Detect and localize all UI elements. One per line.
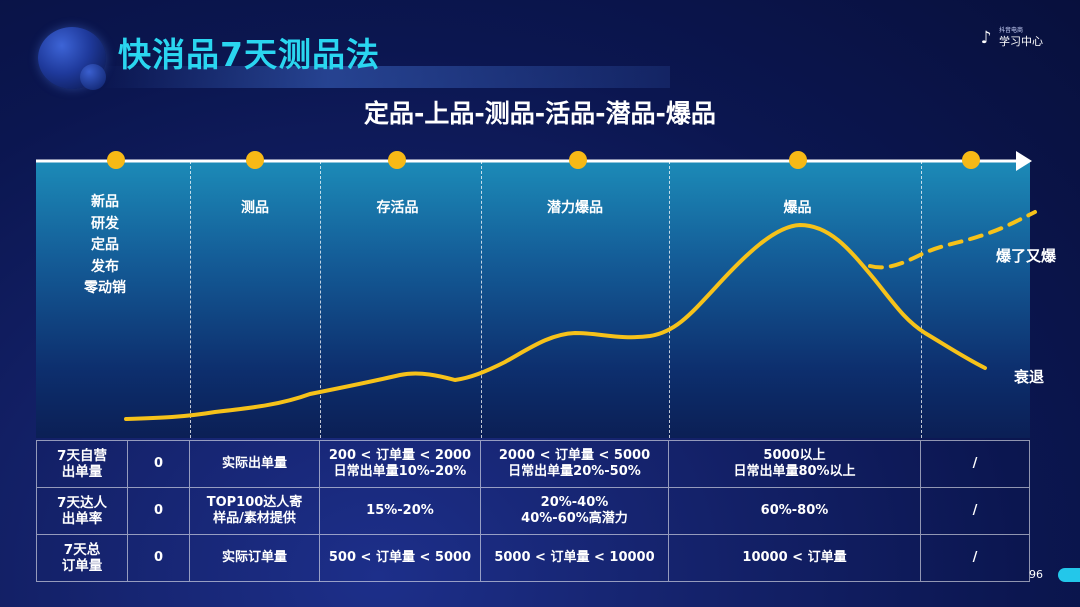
table-cell: 200 < 订单量 < 2000 日常出单量10%-20% bbox=[320, 440, 481, 488]
row-header: 7天自营 出单量 bbox=[36, 440, 128, 488]
table-cell: 10000 < 订单量 bbox=[669, 535, 921, 582]
timeline-dot bbox=[569, 151, 587, 169]
title-underline-band bbox=[100, 66, 670, 88]
corner-accent-tab bbox=[1058, 568, 1080, 582]
table-cell: 500 < 订单量 < 5000 bbox=[320, 535, 481, 582]
logo-small-text: 抖音电商 bbox=[999, 27, 1024, 34]
table-row: 7天自营 出单量 0 实际出单量 200 < 订单量 < 2000 日常出单量1… bbox=[36, 440, 1030, 488]
table-cell: 15%-20% bbox=[320, 488, 481, 535]
table-cell: 实际出单量 bbox=[190, 440, 320, 488]
stage-divider bbox=[669, 161, 670, 438]
table-cell: / bbox=[921, 535, 1030, 582]
table-cell: TOP100达人寄 样品/素材提供 bbox=[190, 488, 320, 535]
timeline-dot bbox=[107, 151, 125, 169]
stage-divider bbox=[320, 161, 321, 438]
stage-label-survive: 存活品 bbox=[376, 200, 419, 216]
logo-big-text: 学习中心 bbox=[999, 35, 1043, 48]
table-cell: 20%-40% 40%-60%高潜力 bbox=[481, 488, 669, 535]
page-number: 96 bbox=[1029, 568, 1043, 581]
growth-curve bbox=[124, 222, 987, 421]
row-header: 7天达人 出单率 bbox=[36, 488, 128, 535]
label-decline: 衰退 bbox=[1014, 368, 1045, 386]
douyin-note-icon: ♪ bbox=[980, 27, 992, 48]
stage-divider bbox=[921, 161, 922, 438]
stage-divider bbox=[190, 161, 191, 438]
stage-label-potential: 潜力爆品 bbox=[547, 200, 603, 216]
timeline-dot bbox=[789, 151, 807, 169]
table-cell: 0 bbox=[128, 488, 190, 535]
page-title: 快消品7天测品法 bbox=[118, 35, 380, 74]
metrics-table: 7天自营 出单量 0 实际出单量 200 < 订单量 < 2000 日常出单量1… bbox=[36, 440, 1030, 582]
brand-logo: ♪ 抖音电商 学习中心 bbox=[977, 27, 1043, 48]
stage-label-test: 测品 bbox=[241, 200, 269, 216]
table-row: 7天达人 出单率 0 TOP100达人寄 样品/素材提供 15%-20% 20%… bbox=[36, 488, 1030, 535]
label-rebound: 爆了又爆 bbox=[996, 247, 1057, 265]
decorative-planet-small bbox=[80, 64, 106, 90]
stage-sequence-subtitle: 定品-上品-测品-活品-潜品-爆品 bbox=[364, 99, 716, 128]
table-cell: 0 bbox=[128, 535, 190, 582]
stage-divider bbox=[481, 161, 482, 438]
table-cell: 实际订单量 bbox=[190, 535, 320, 582]
table-cell: / bbox=[921, 488, 1030, 535]
table-cell: 0 bbox=[128, 440, 190, 488]
timeline-dot bbox=[962, 151, 980, 169]
timeline-arrow-icon bbox=[1016, 151, 1032, 171]
table-cell: 60%-80% bbox=[669, 488, 921, 535]
table-cell: 2000 < 订单量 < 5000 日常出单量20%-50% bbox=[481, 440, 669, 488]
table-row: 7天总 订单量 0 实际订单量 500 < 订单量 < 5000 5000 < … bbox=[36, 535, 1030, 582]
stage-label-hit: 爆品 bbox=[783, 200, 812, 216]
table-cell: 5000 < 订单量 < 10000 bbox=[481, 535, 669, 582]
stage-label-new-product: 新品 研发 定品 发布 零动销 bbox=[84, 194, 126, 296]
timeline-dot bbox=[388, 151, 406, 169]
table-cell: / bbox=[921, 440, 1030, 488]
rebound-dashed-curve bbox=[868, 210, 1037, 270]
timeline-dot bbox=[246, 151, 264, 169]
stage-chart-panel bbox=[36, 161, 1030, 438]
table-cell: 5000以上 日常出单量80%以上 bbox=[669, 440, 921, 488]
row-header: 7天总 订单量 bbox=[36, 535, 128, 582]
